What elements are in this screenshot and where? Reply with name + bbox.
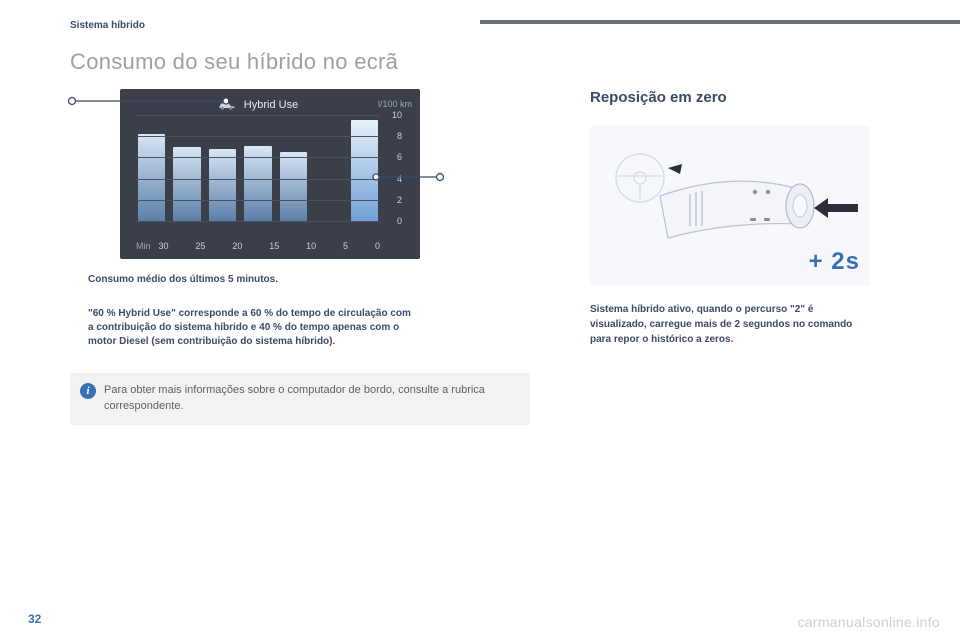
bar	[280, 152, 307, 221]
y-tick: 8	[397, 131, 402, 141]
page-number: 32	[28, 612, 41, 626]
y-tick: 10	[392, 110, 402, 120]
car-icon	[218, 100, 236, 110]
info-text: Para obter mais informações sobre o comp…	[104, 384, 485, 412]
chart-caption-1: Consumo médio dos últimos 5 minutos.	[88, 273, 530, 287]
page-title: Consumo do seu híbrido no ecrã	[70, 49, 530, 75]
plot-area: 1086420	[136, 115, 380, 221]
y-tick: 0	[397, 216, 402, 226]
watermark: carmanualsonline.info	[798, 614, 941, 630]
bar	[209, 149, 236, 221]
bars	[138, 115, 378, 221]
stalk-illustration: + 2s	[590, 126, 870, 286]
info-icon: i	[80, 383, 96, 399]
duration-badge: + 2s	[809, 248, 860, 276]
chart-title: Hybrid Use	[244, 99, 298, 111]
x-tick: 15	[269, 241, 279, 251]
chart-container: Hybrid Use l/100 km 1086420 Min 30252015…	[120, 89, 530, 259]
grid-line	[136, 200, 380, 201]
x-axis: Min 30 25 20 15 10 5 0	[136, 241, 380, 251]
y-tick: 6	[397, 152, 402, 162]
info-box: i Para obter mais informações sobre o co…	[70, 373, 530, 425]
bar	[138, 134, 165, 221]
y-tick: 4	[397, 174, 402, 184]
top-divider	[480, 20, 960, 24]
right-title: Reposição em zero	[590, 89, 920, 106]
x-ticks: 30 25 20 15 10 5 0	[159, 241, 380, 251]
chart-caption-2: "60 % Hybrid Use" corresponde a 60 % do …	[88, 307, 418, 349]
hybrid-use-chart: Hybrid Use l/100 km 1086420 Min 30252015…	[120, 89, 420, 259]
grid-line	[136, 157, 380, 158]
grid-line	[136, 221, 380, 222]
x-tick: 25	[195, 241, 205, 251]
x-tick: 5	[343, 241, 348, 251]
right-caption: Sistema híbrido ativo, quando o percurso…	[590, 302, 870, 347]
x-tick: 10	[306, 241, 316, 251]
grid-line	[136, 179, 380, 180]
grid-line	[136, 115, 380, 116]
chart-unit: l/100 km	[378, 99, 412, 109]
x-tick: 20	[232, 241, 242, 251]
y-tick: 2	[397, 195, 402, 205]
x-tick: 0	[375, 241, 380, 251]
x-tick: 30	[159, 241, 169, 251]
grid-line	[136, 136, 380, 137]
x-axis-label: Min	[136, 241, 151, 251]
